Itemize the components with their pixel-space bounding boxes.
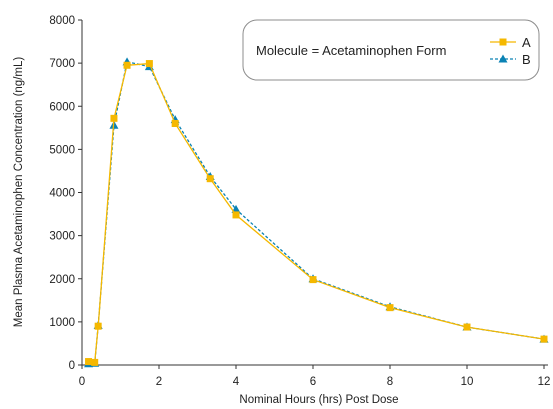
y-tick-label: 6000 <box>49 101 75 113</box>
legend-entries: AB <box>490 35 531 67</box>
legend-title: Molecule = Acetaminophen Form <box>256 43 446 58</box>
y-tick-label: 4000 <box>49 188 75 200</box>
y-tick-label: 5000 <box>49 144 75 156</box>
data-point <box>171 120 179 127</box>
series-line <box>88 62 545 364</box>
legend-box <box>242 19 540 81</box>
y-tick-label: 7000 <box>49 58 75 70</box>
y-tick-label: 8000 <box>49 15 75 27</box>
x-axis-title: Nominal Hours (hrs) Post Dose <box>239 394 398 406</box>
legend: Molecule = Acetaminophen Form AB <box>242 19 540 81</box>
legend-label: B <box>522 52 531 67</box>
legend-item-b: B <box>490 52 531 67</box>
x-tick-label: 10 <box>461 376 474 388</box>
legend-item-a: A <box>490 35 531 50</box>
y-tick-label: 2000 <box>49 274 75 286</box>
x-tick-label: 12 <box>538 376 551 388</box>
y-tick-label: 1000 <box>49 317 75 329</box>
x-tick-label: 8 <box>387 376 393 388</box>
data-point <box>540 335 548 343</box>
series-group <box>84 57 549 368</box>
x-tick-label: 0 <box>79 376 85 388</box>
data-point <box>94 322 102 330</box>
y-tick-label: 3000 <box>49 231 75 243</box>
data-point <box>232 211 240 219</box>
series-line <box>88 61 545 365</box>
x-tick-label: 2 <box>156 376 162 388</box>
square-marker-icon <box>499 38 507 46</box>
data-point <box>145 60 153 68</box>
data-point <box>206 175 214 183</box>
x-tick-label: 4 <box>233 376 240 388</box>
ticks: 0 1000 2000 3000 4000 5000 6000 7000 8000 0 2 4 6 8 10… <box>49 15 550 388</box>
series-b <box>84 57 549 368</box>
data-point <box>463 323 471 331</box>
y-tick-label: 0 <box>69 360 75 372</box>
data-point <box>85 358 93 366</box>
data-point <box>309 276 317 284</box>
series-a <box>85 60 548 366</box>
data-point <box>91 358 99 366</box>
legend-label: A <box>522 35 531 50</box>
data-point <box>386 304 394 312</box>
y-axis-title: Mean Plasma Acetaminophen Concentration … <box>13 57 25 328</box>
data-point <box>123 61 131 69</box>
data-point <box>110 114 118 122</box>
triangle-marker-icon <box>498 54 508 63</box>
x-tick-label: 6 <box>310 376 316 388</box>
